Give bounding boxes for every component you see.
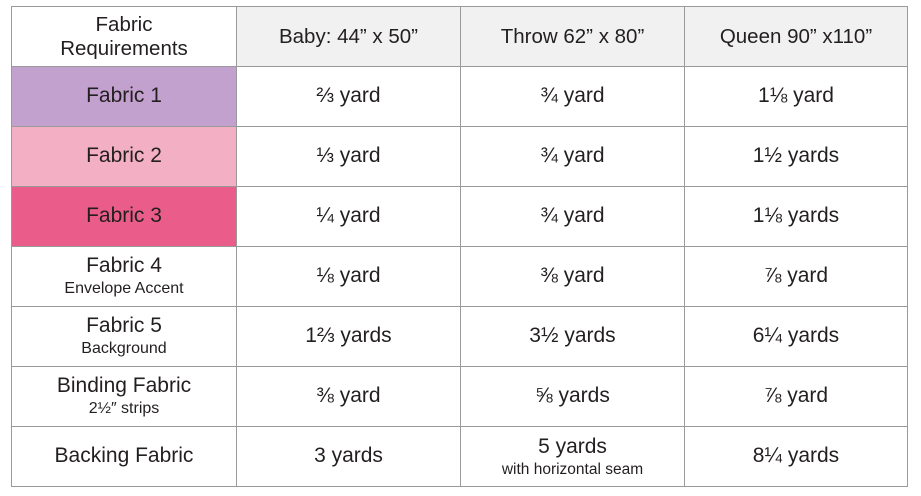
value-cell: ⅜ yard [460, 246, 685, 307]
row-name: Backing Fabric [54, 444, 194, 468]
table-row: Fabric 4 Envelope Accent ⅛ yard ⅜ yard ⅞… [11, 246, 908, 307]
value-cell: ⅛ yard [236, 246, 461, 307]
value-cell: 1½ yards [684, 126, 908, 187]
table-row: Fabric 2 ⅓ yard ¾ yard 1½ yards [11, 126, 908, 187]
row-name: Binding Fabric [56, 374, 192, 398]
value-note: with horizontal seam [501, 460, 644, 478]
table-row: Binding Fabric 2½″ strips ⅜ yard ⅝ yards… [11, 366, 908, 427]
row-name-cell: Fabric 4 Envelope Accent [11, 246, 237, 307]
size-header-baby: Baby: 44” x 50” [236, 6, 461, 67]
row-name-cell: Fabric 1 [11, 66, 237, 127]
value-cell: 1⅛ yards [684, 186, 908, 247]
value-cell: ¾ yard [460, 186, 685, 247]
value-cell: 6¼ yards [684, 306, 908, 367]
size-header-throw: Throw 62” x 80” [460, 6, 685, 67]
size-header-queen: Queen 90” x110” [684, 6, 908, 67]
value-cell: 1⅔ yards [236, 306, 461, 367]
table-row: Fabric 5 Background 1⅔ yards 3½ yards 6¼… [11, 306, 908, 367]
row-name: Fabric 1 [86, 84, 162, 108]
value-text: 5 yards [538, 434, 607, 458]
fabric-requirements-table: Fabric Requirements Baby: 44” x 50” Thro… [11, 6, 908, 487]
table-row: Fabric 3 ¼ yard ¾ yard 1⅛ yards [11, 186, 908, 247]
row-subtitle: Envelope Accent [64, 280, 184, 298]
value-cell: 8¼ yards [684, 426, 908, 487]
row-name-cell: Fabric 3 [11, 186, 237, 247]
row-name: Fabric 5 [86, 314, 162, 338]
value-cell: ⅞ yard [684, 246, 908, 307]
value-cell: 1⅛ yard [684, 66, 908, 127]
corner-header-line2: Requirements [60, 36, 188, 60]
value-cell: 5 yards with horizontal seam [460, 426, 685, 487]
row-subtitle: 2½″ strips [88, 400, 160, 418]
value-cell: 3 yards [236, 426, 461, 487]
value-cell: ⅞ yard [684, 366, 908, 427]
table-row: Fabric 1 ⅔ yard ¾ yard 1⅛ yard [11, 66, 908, 127]
header-row: Fabric Requirements Baby: 44” x 50” Thro… [11, 6, 908, 67]
row-name-cell: Fabric 5 Background [11, 306, 237, 367]
value-cell: ⅓ yard [236, 126, 461, 187]
row-name-cell: Fabric 2 [11, 126, 237, 187]
corner-header-line1: Fabric [95, 12, 153, 36]
value-cell: ⅜ yard [236, 366, 461, 427]
row-name: Fabric 4 [86, 254, 162, 278]
value-cell: ¼ yard [236, 186, 461, 247]
value-cell: ¾ yard [460, 66, 685, 127]
row-name-cell: Backing Fabric [11, 426, 237, 487]
row-name-cell: Binding Fabric 2½″ strips [11, 366, 237, 427]
value-cell: ⅔ yard [236, 66, 461, 127]
row-name: Fabric 2 [86, 144, 162, 168]
row-name: Fabric 3 [86, 204, 162, 228]
value-cell: 3½ yards [460, 306, 685, 367]
corner-header: Fabric Requirements [11, 6, 237, 67]
value-cell: ¾ yard [460, 126, 685, 187]
row-subtitle: Background [81, 340, 167, 358]
table-row: Backing Fabric 3 yards 5 yards with hori… [11, 426, 908, 487]
value-cell: ⅝ yards [460, 366, 685, 427]
